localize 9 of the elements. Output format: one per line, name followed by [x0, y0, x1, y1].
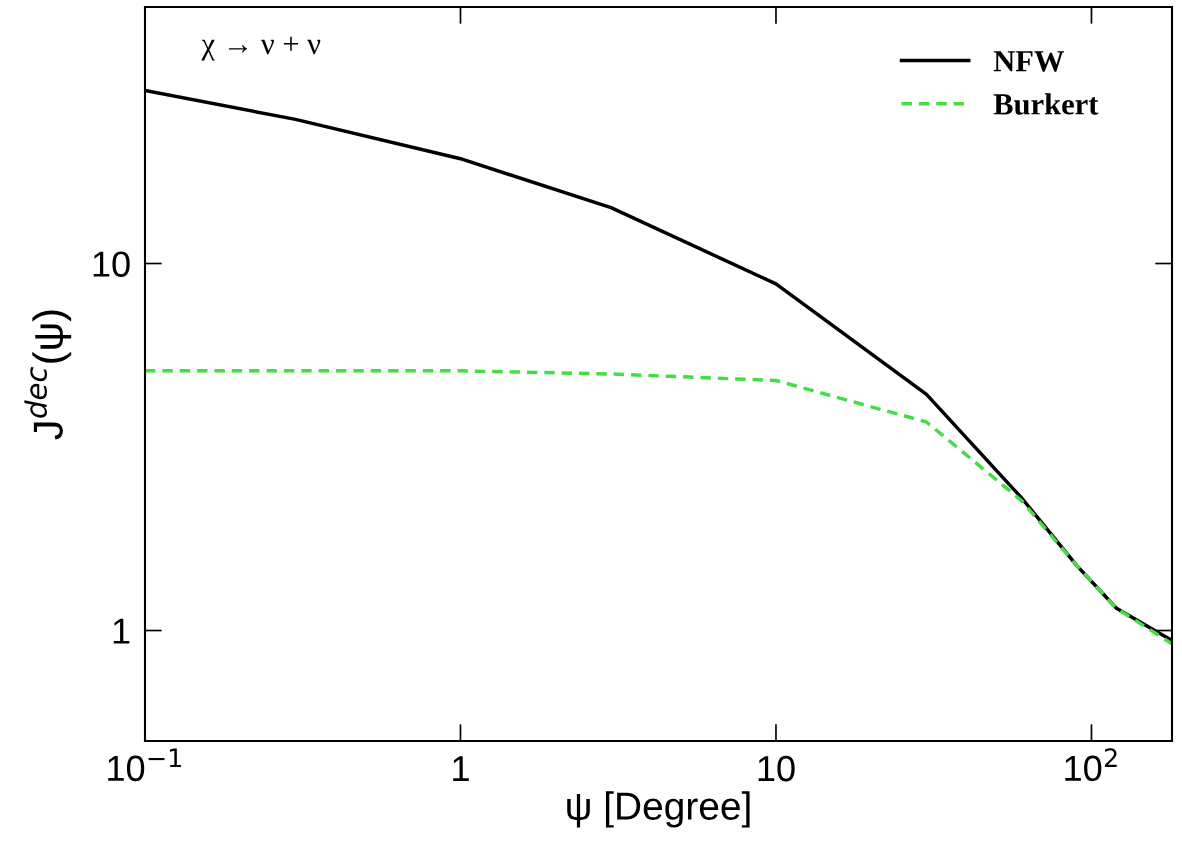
legend-label: Burkert [993, 93, 1099, 115]
x-tick-label: 1 [453, 756, 469, 782]
x-tick-label: 10 [758, 755, 795, 782]
x-axis-title: ψ [Degree] [567, 791, 750, 828]
y-axis-title: J$^{dec}$(ψ) [24, 310, 72, 440]
annotation: χ → ν + ν [201, 36, 321, 61]
x-tick-label: 10$^{−1}$ [108, 748, 181, 782]
legend-label: NFW [993, 51, 1064, 72]
x-tick-label: 10$^{2}$ [1065, 748, 1117, 782]
